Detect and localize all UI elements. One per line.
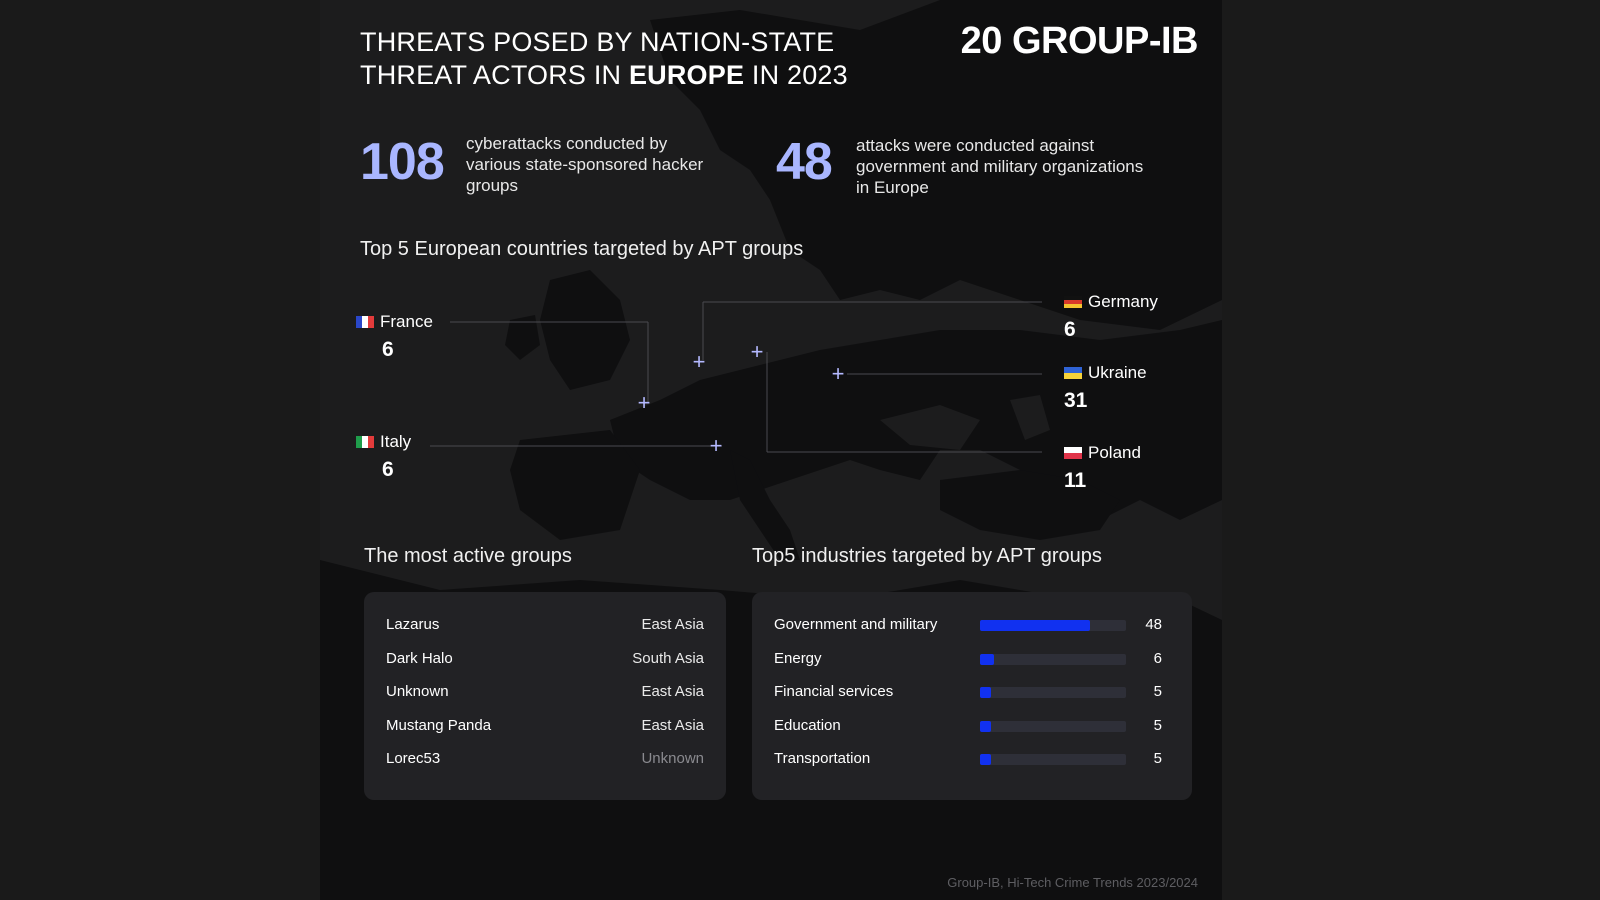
group-name: Lazarus [386, 616, 440, 633]
industry-bar-track [980, 754, 1126, 765]
title-line-2-bold: EUROPE [628, 60, 745, 90]
group-row: Dark Halo South Asia [386, 650, 704, 670]
industry-value: 5 [1153, 750, 1162, 767]
industry-value: 48 [1145, 616, 1162, 633]
group-region: East Asia [641, 717, 704, 734]
country-name: Germany [1088, 292, 1158, 311]
country-germany: Germany 6 [1064, 292, 1158, 342]
country-value: 6 [382, 338, 394, 361]
industry-row: Government and military 48 [774, 616, 1162, 636]
industry-value: 6 [1153, 650, 1162, 667]
country-value: 31 [1064, 389, 1088, 412]
logo-name: GROUP-IB [1012, 20, 1199, 62]
industry-row: Energy 6 [774, 650, 1162, 670]
group-ib-logo: 20 GROUP-IB [960, 20, 1199, 63]
industry-name: Energy [774, 650, 822, 667]
industry-name: Education [774, 717, 841, 734]
industry-name: Government and military [774, 616, 938, 633]
germany-flag-icon [1064, 296, 1082, 308]
source-footer: Group-IB, Hi-Tech Crime Trends 2023/2024 [947, 875, 1198, 890]
industry-bar-fill [980, 654, 994, 665]
industry-row: Financial services 5 [774, 683, 1162, 703]
industry-bar-track [980, 721, 1126, 732]
industry-bar-track [980, 620, 1126, 631]
logo-number: 20 [960, 20, 1003, 62]
group-row: Mustang Panda East Asia [386, 717, 704, 737]
industries-section-title: Top5 industries targeted by APT groups [752, 545, 1102, 567]
group-row: Lorec53 Unknown [386, 750, 704, 770]
marker-plus-icon: + [709, 433, 723, 458]
page-title: THREATS POSED BY NATION-STATE THREAT ACT… [360, 26, 920, 92]
marker-plus-icon: + [692, 349, 706, 374]
group-row: Lazarus East Asia [386, 616, 704, 636]
stat-cyberattacks-text: cyberattacks conducted by various state-… [466, 134, 704, 195]
industry-bar-fill [980, 754, 992, 765]
title-line-2: THREAT ACTORS IN EUROPE IN 2023 [360, 59, 920, 92]
country-name: Ukraine [1088, 363, 1147, 382]
group-region: East Asia [641, 616, 704, 633]
industry-name: Transportation [774, 750, 871, 767]
connector-lines [430, 301, 1042, 453]
marker-plus-icon: + [831, 361, 845, 386]
industry-name: Financial services [774, 683, 894, 700]
country-name: France [380, 312, 433, 331]
title-line-2-pre: THREAT ACTORS IN [360, 60, 629, 90]
group-name: Mustang Panda [386, 717, 492, 734]
stat-government-number: 48 [776, 133, 833, 191]
group-name: Unknown [386, 683, 449, 700]
title-line-1: THREATS POSED BY NATION-STATE [360, 27, 835, 57]
industry-row: Transportation 5 [774, 750, 1162, 770]
country-ukraine: Ukraine 31 [1064, 363, 1147, 413]
group-region: East Asia [641, 683, 704, 700]
groups-section-title: The most active groups [364, 545, 572, 567]
group-region: South Asia [632, 650, 704, 667]
marker-plus-icon: + [750, 339, 764, 364]
industry-bar-fill [980, 721, 992, 732]
country-value: 6 [1064, 318, 1076, 341]
italy-flag-icon [356, 436, 374, 448]
industry-bar-track [980, 654, 1126, 665]
industry-row: Education 5 [774, 717, 1162, 737]
title-line-2-post: IN 2023 [744, 60, 848, 90]
country-name: Italy [380, 432, 412, 451]
poland-flag-icon [1064, 447, 1082, 459]
industry-bar-fill [980, 687, 992, 698]
country-value: 6 [382, 458, 394, 481]
country-italy: Italy 6 [356, 432, 411, 482]
country-poland: Poland 11 [1064, 443, 1141, 493]
marker-plus-icon: + [637, 390, 651, 415]
industry-bar-track [980, 687, 1126, 698]
industry-value: 5 [1153, 683, 1162, 700]
country-france: France 6 [356, 312, 433, 362]
stat-cyberattacks-number: 108 [360, 133, 445, 191]
stat-government-text: attacks were conducted against governmen… [856, 136, 1144, 197]
group-region: Unknown [641, 750, 704, 767]
industries-panel: Government and military 48 Energy 6 Financ… [752, 592, 1192, 800]
infographic-card: THREATS POSED BY NATION-STATE THREAT ACT… [320, 0, 1222, 900]
industry-bar-fill [980, 620, 1090, 631]
countries-section-title: Top 5 European countries targeted by APT… [360, 238, 804, 260]
ukraine-flag-icon [1064, 367, 1082, 379]
group-name: Dark Halo [386, 650, 453, 667]
group-row: Unknown East Asia [386, 683, 704, 703]
industry-value: 5 [1153, 717, 1162, 734]
country-name: Poland [1088, 443, 1141, 462]
groups-panel: Lazarus East Asia Dark Halo South Asia Unk… [364, 592, 726, 800]
group-name: Lorec53 [386, 750, 441, 767]
france-flag-icon [356, 316, 374, 328]
country-value: 11 [1064, 469, 1087, 492]
